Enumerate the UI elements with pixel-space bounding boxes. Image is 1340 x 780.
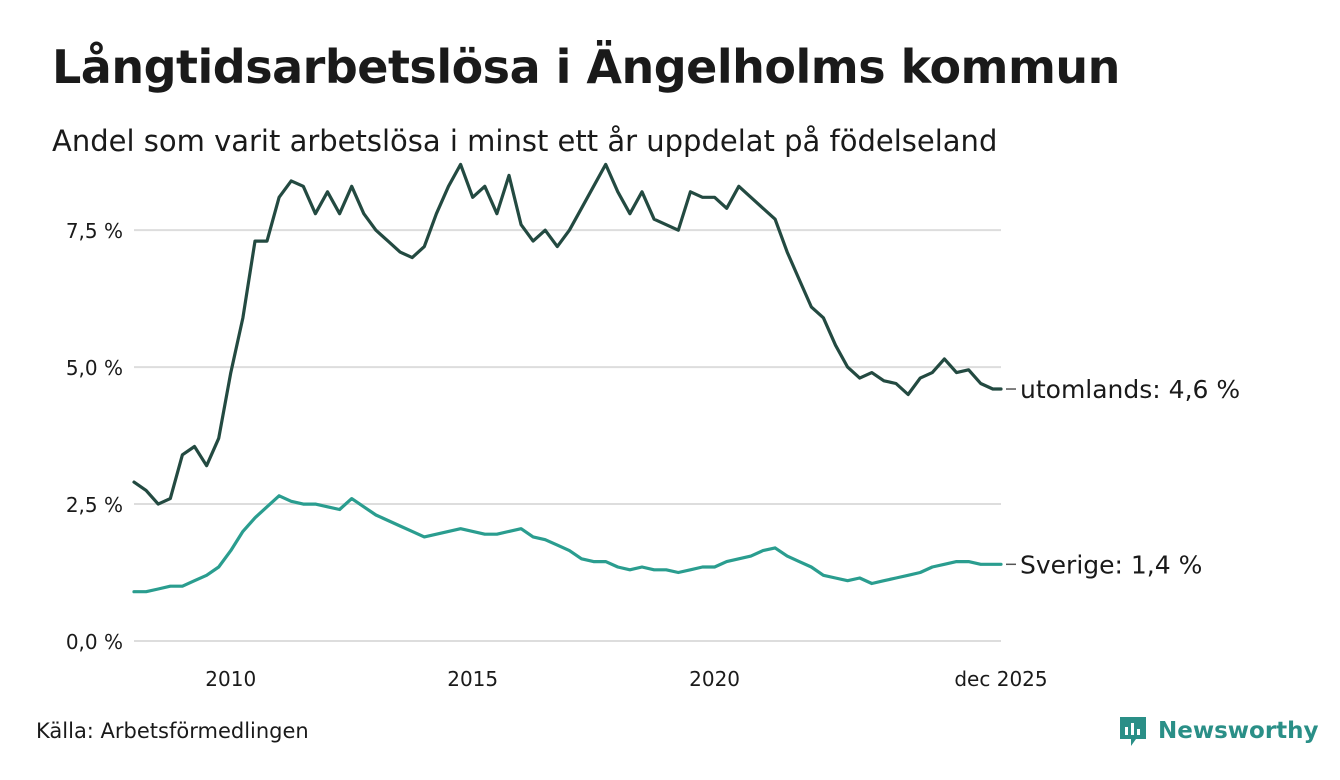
page-title: Långtidsarbetslösa i Ängelholms kommun <box>52 40 1120 94</box>
brand-logo: Newsworthy <box>1118 714 1319 748</box>
series-end-labels: utomlands: 4,6 % Sverige: 1,4 % <box>1006 375 1240 579</box>
x-tick-label: 2010 <box>205 667 256 691</box>
newsworthy-logo-icon <box>1120 717 1146 746</box>
y-axis: 0,0 % 2,5 % 5,0 % 7,5 % <box>66 219 123 654</box>
series-label-utomlands: utomlands: 4,6 % <box>1020 375 1240 404</box>
series-line-utomlands <box>132 162 1003 506</box>
series-line-sverige <box>132 494 1003 594</box>
gridlines <box>134 229 1001 642</box>
page-subtitle: Andel som varit arbetslösa i minst ett å… <box>52 124 998 158</box>
x-axis: 2010 2015 2020 dec 2025 <box>205 667 1047 691</box>
series-label-sverige: Sverige: 1,4 % <box>1020 550 1202 579</box>
y-tick-label: 2,5 % <box>66 493 123 517</box>
x-tick-label: 2015 <box>447 667 498 691</box>
y-tick-label: 0,0 % <box>66 630 123 654</box>
series-lines <box>132 162 1003 594</box>
y-tick-label: 7,5 % <box>66 219 123 243</box>
x-tick-label: 2020 <box>689 667 740 691</box>
source-note: Källa: Arbetsförmedlingen <box>36 719 309 743</box>
y-tick-label: 5,0 % <box>66 356 123 380</box>
x-tick-label: dec 2025 <box>954 667 1047 691</box>
brand-name: Newsworthy <box>1158 718 1319 744</box>
line-chart: 0,0 % 2,5 % 5,0 % 7,5 % 2010 2015 2020 dec 202… <box>66 162 1240 691</box>
